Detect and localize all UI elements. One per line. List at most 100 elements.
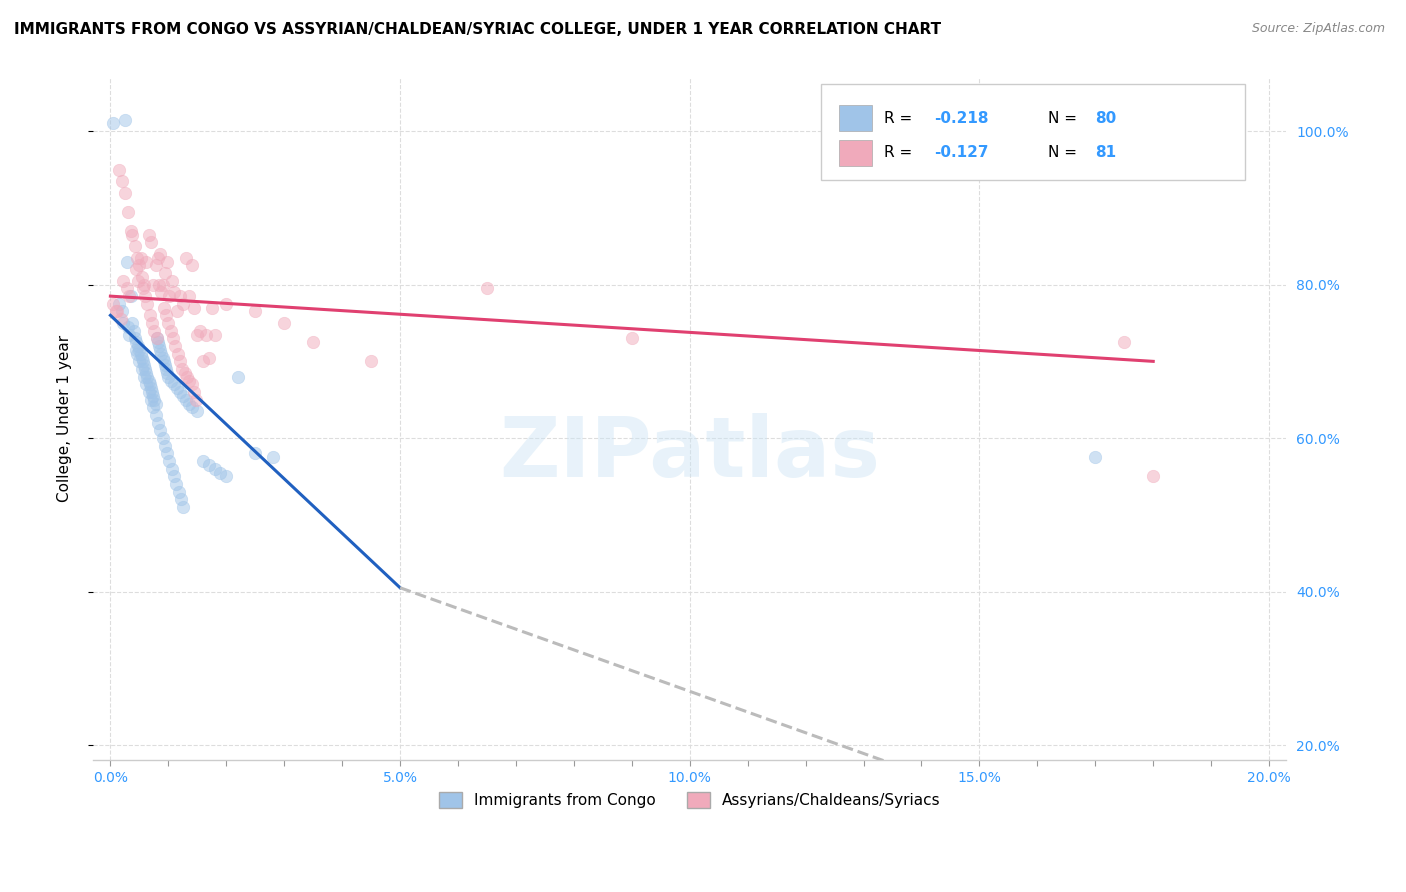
Point [620,331,643,345]
Point [172,297,194,311]
Point [179,374,201,388]
Point [124,239,146,253]
Point [149,424,172,438]
Text: ZIPatlas: ZIPatlas [499,413,880,493]
Point [172,500,194,515]
Point [135,366,157,380]
Point [135,377,157,392]
Text: R =: R = [884,111,917,126]
Point [172,362,194,376]
Point [129,251,152,265]
Point [159,289,181,303]
Point [360,354,382,368]
Point [121,227,143,242]
Point [155,308,177,322]
Point [141,316,163,330]
Point [145,331,167,345]
Point [127,274,149,288]
Point [132,354,155,368]
Point [138,374,160,388]
Point [152,431,174,445]
Point [150,347,173,361]
Point [191,454,214,468]
Point [139,392,162,407]
Point [201,301,224,315]
Point [150,285,173,300]
Point [145,396,167,410]
Point [186,404,208,418]
Point [108,162,131,177]
Point [117,204,139,219]
Point [128,343,150,357]
Point [215,469,238,483]
Point [152,301,174,315]
Point [125,262,148,277]
Point [156,366,179,380]
Text: N =: N = [1047,145,1081,160]
Point [127,339,149,353]
Point [160,374,183,388]
Point [135,254,157,268]
Point [103,116,125,130]
Point [186,392,208,407]
Point [195,327,218,342]
Point [139,308,162,322]
Point [143,392,166,407]
Point [198,351,221,365]
Point [163,377,186,392]
Point [105,304,128,318]
Point [121,316,143,330]
Text: -0.218: -0.218 [935,111,988,126]
Point [180,259,202,273]
Point [148,339,170,353]
Point [125,343,148,357]
Point [105,304,128,318]
Point [302,335,325,350]
Point [132,358,155,372]
Point [139,235,162,250]
Point [128,259,150,273]
Point [122,324,145,338]
Point [153,358,176,372]
Point [262,450,284,465]
Point [204,462,226,476]
Point [103,297,125,311]
Point [177,396,200,410]
Point [155,362,177,376]
Text: 80: 80 [1095,111,1116,126]
Point [157,369,180,384]
Text: N =: N = [1047,111,1081,126]
Point [172,389,194,403]
Point [166,304,188,318]
Point [157,316,180,330]
Point [125,347,148,361]
Point [160,274,183,288]
Text: R =: R = [884,145,917,160]
Point [177,289,200,303]
Point [111,304,134,318]
Point [129,347,152,361]
Point [136,297,159,311]
Point [152,351,174,365]
Point [124,331,146,345]
Point [110,312,132,326]
Point [176,369,198,384]
Point [245,304,267,318]
Point [118,289,141,303]
Point [198,458,221,472]
Point [136,369,159,384]
FancyBboxPatch shape [839,139,872,166]
Point [143,324,166,338]
Legend: Immigrants from Congo, Assyrians/Chaldeans/Syriacs: Immigrants from Congo, Assyrians/Chaldea… [433,786,946,814]
Point [145,408,167,422]
Point [173,366,195,380]
Point [118,327,141,342]
Point [162,331,184,345]
Point [169,385,191,400]
Point [166,347,188,361]
Point [1084,450,1107,465]
Point [156,446,179,460]
Point [131,269,153,284]
Point [165,477,187,491]
Point [180,377,202,392]
